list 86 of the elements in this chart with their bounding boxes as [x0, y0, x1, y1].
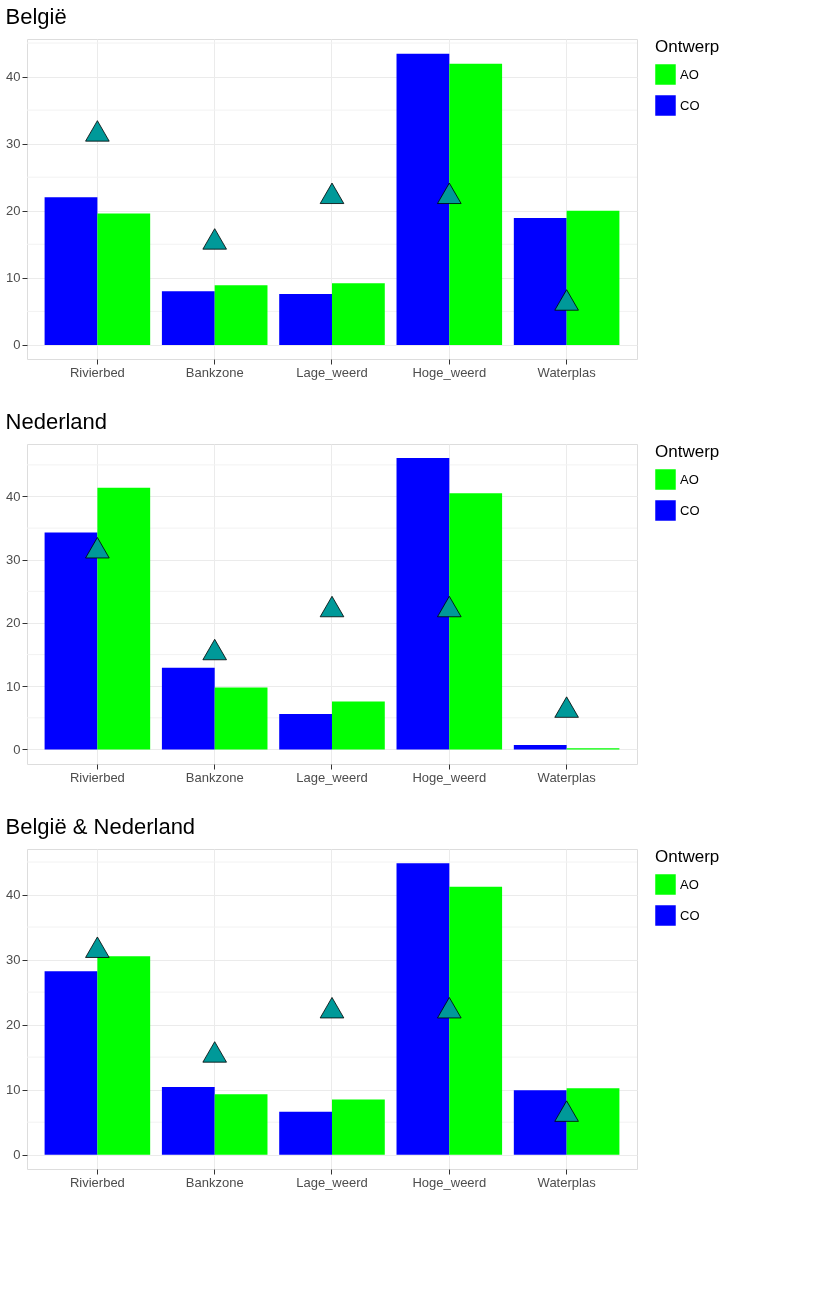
y-tick-label: 10 [6, 1082, 21, 1098]
y-tick-label: 20 [6, 1017, 21, 1033]
bar [97, 487, 151, 750]
bar [396, 457, 450, 750]
point [85, 120, 110, 142]
y-tick-label: 0 [13, 337, 21, 353]
bar [279, 293, 332, 345]
point [437, 182, 462, 204]
x-tick-label: Hoge_weerd [412, 364, 487, 380]
bar [214, 687, 268, 750]
x-tick-label: Hoge_weerd [412, 769, 487, 785]
y-tick-label: 0 [13, 741, 21, 757]
x-tick-label: Lage_weerd [296, 1174, 368, 1190]
bar [566, 1088, 620, 1155]
legend-title: Ontwerp [655, 37, 720, 56]
x-tick-label: Waterplas [537, 769, 597, 785]
y-tick-label: 30 [6, 952, 21, 968]
bar [161, 291, 215, 345]
y-tick-label: 30 [6, 136, 21, 152]
point [554, 696, 579, 718]
y-tick-label: 40 [6, 887, 21, 903]
point [85, 936, 110, 958]
point [554, 1100, 579, 1122]
chart-title: België [5, 4, 67, 29]
x-tick-label: Lage_weerd [296, 769, 368, 785]
point [202, 638, 227, 661]
bar [44, 532, 98, 750]
bar [513, 218, 567, 345]
point [85, 537, 110, 559]
y-tick-label: 20 [6, 203, 21, 219]
y-tick-label: 30 [6, 552, 21, 568]
legend-label: CO [680, 502, 700, 518]
x-tick-label: Waterplas [537, 364, 597, 380]
bar [97, 956, 151, 1155]
x-tick-label: Bankzone [185, 769, 244, 785]
y-tick-label: 0 [13, 1147, 21, 1163]
y-tick-label: 40 [6, 69, 21, 85]
point [437, 997, 462, 1019]
legend-label: AO [680, 471, 699, 487]
x-tick-label: Rivierbed [69, 1174, 125, 1190]
x-tick-label: Rivierbed [69, 769, 125, 785]
bar [449, 886, 503, 1155]
x-tick-label: Lage_weerd [296, 364, 368, 380]
y-tick-label: 40 [6, 488, 21, 504]
chart-title: België & Nederland [5, 814, 196, 839]
y-tick-label: 10 [6, 270, 21, 286]
bar [161, 667, 215, 750]
bar [332, 283, 385, 345]
bar [449, 493, 503, 750]
bar [214, 1094, 268, 1155]
bar [97, 213, 151, 345]
point [319, 997, 345, 1019]
bar [396, 53, 450, 345]
x-tick-label: Hoge_weerd [412, 1174, 487, 1190]
bar [279, 1111, 332, 1155]
bar [161, 1087, 215, 1155]
point [319, 595, 345, 618]
bar [566, 210, 620, 345]
point [202, 1041, 227, 1063]
bar [332, 1099, 385, 1155]
bar [44, 971, 98, 1155]
y-tick-label: 10 [6, 678, 21, 694]
legend-label: AO [680, 876, 699, 892]
bar [513, 745, 567, 750]
bar [214, 285, 268, 345]
point [554, 289, 579, 311]
bar [279, 714, 332, 750]
x-tick-label: Bankzone [185, 1174, 244, 1190]
y-tick-label: 20 [6, 615, 21, 631]
bar [44, 197, 98, 345]
point [319, 182, 345, 204]
legend-label: CO [680, 97, 700, 113]
chart-title: Nederland [5, 409, 108, 434]
x-tick-label: Bankzone [185, 364, 244, 380]
bar [332, 701, 385, 750]
bar [513, 1090, 567, 1155]
legend-label: CO [680, 907, 700, 923]
point [202, 228, 227, 250]
legend-title: Ontwerp [655, 847, 720, 866]
x-tick-label: Waterplas [537, 1174, 597, 1190]
x-tick-label: Rivierbed [69, 364, 125, 380]
point [437, 595, 462, 618]
legend-label: AO [680, 66, 699, 82]
bar [449, 63, 503, 345]
bar [396, 863, 450, 1155]
legend-title: Ontwerp [655, 442, 720, 461]
